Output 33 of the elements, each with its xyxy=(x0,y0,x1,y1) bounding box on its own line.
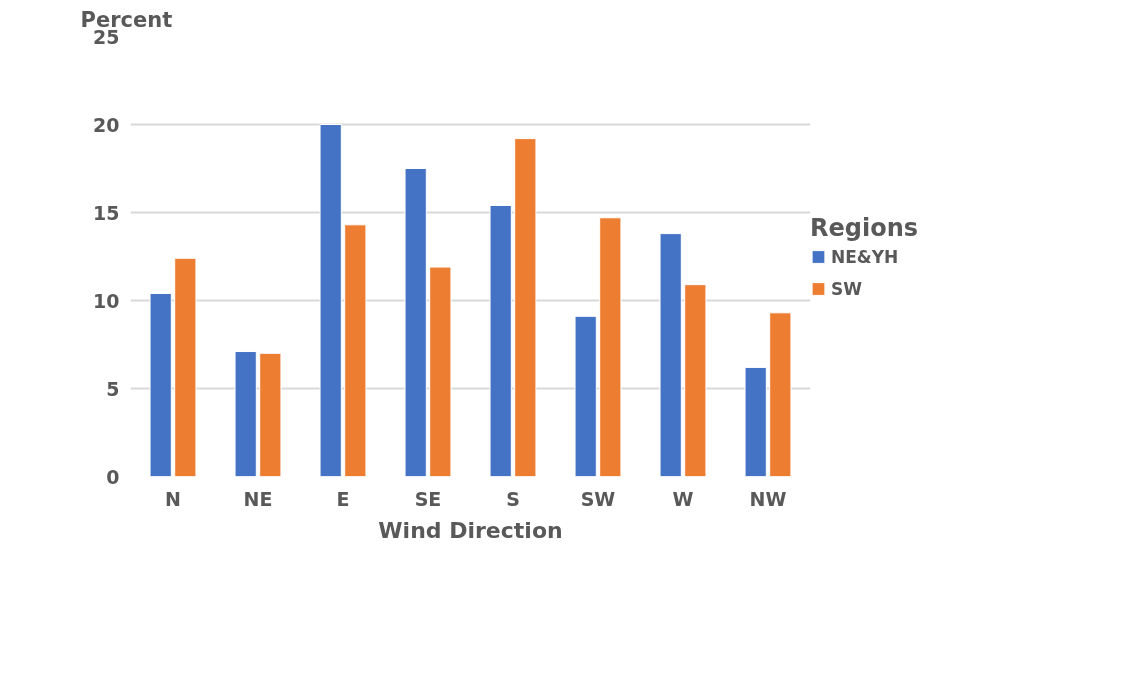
bar xyxy=(259,352,282,477)
x-tick-label: SW xyxy=(580,487,616,510)
legend-label: NE&YH xyxy=(831,246,899,267)
y-tick-label: 20 xyxy=(93,113,120,136)
x-tick-label: S xyxy=(506,487,520,510)
bar xyxy=(744,366,767,477)
legend-label: SW xyxy=(831,278,862,299)
x-axis-title: Wind Direction xyxy=(378,517,563,543)
x-tick-label: W xyxy=(672,487,694,510)
x-tick-label: SE xyxy=(414,487,442,510)
x-tick-label: NW xyxy=(749,487,787,510)
legend-title: Regions xyxy=(810,213,919,242)
bar xyxy=(514,138,537,477)
bar xyxy=(174,257,197,477)
bar xyxy=(599,217,622,477)
bar xyxy=(149,292,172,477)
x-tick-label: N xyxy=(165,487,181,510)
y-tick-label: 10 xyxy=(93,289,120,312)
bar xyxy=(344,224,367,477)
x-tick-label: E xyxy=(336,487,350,510)
bar xyxy=(769,312,792,477)
bar xyxy=(404,168,427,477)
bar xyxy=(234,351,257,477)
y-tick-label: 5 xyxy=(106,377,120,400)
bar xyxy=(489,204,512,477)
y-tick-label: 0 xyxy=(106,465,120,488)
y-tick-label: 15 xyxy=(93,201,120,224)
bar xyxy=(684,284,707,477)
bar xyxy=(319,124,342,477)
bar xyxy=(659,233,682,477)
x-tick-label: NE xyxy=(243,487,273,510)
bar xyxy=(574,315,597,477)
bar xyxy=(429,266,452,477)
